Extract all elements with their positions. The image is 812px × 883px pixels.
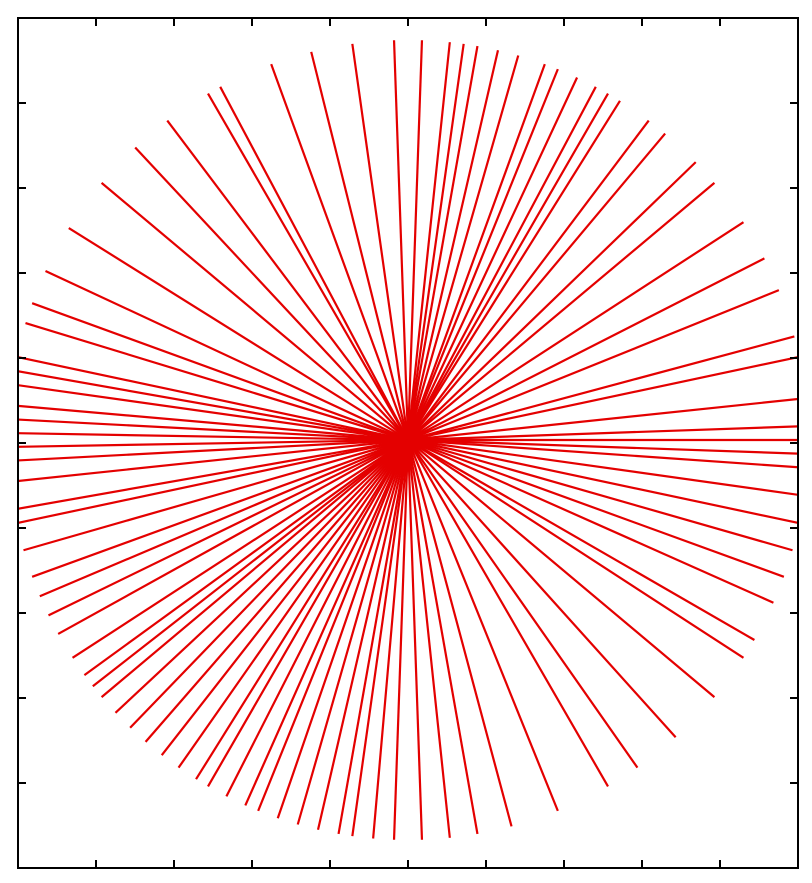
chart-canvas (0, 0, 812, 883)
radial-chart (0, 0, 812, 883)
